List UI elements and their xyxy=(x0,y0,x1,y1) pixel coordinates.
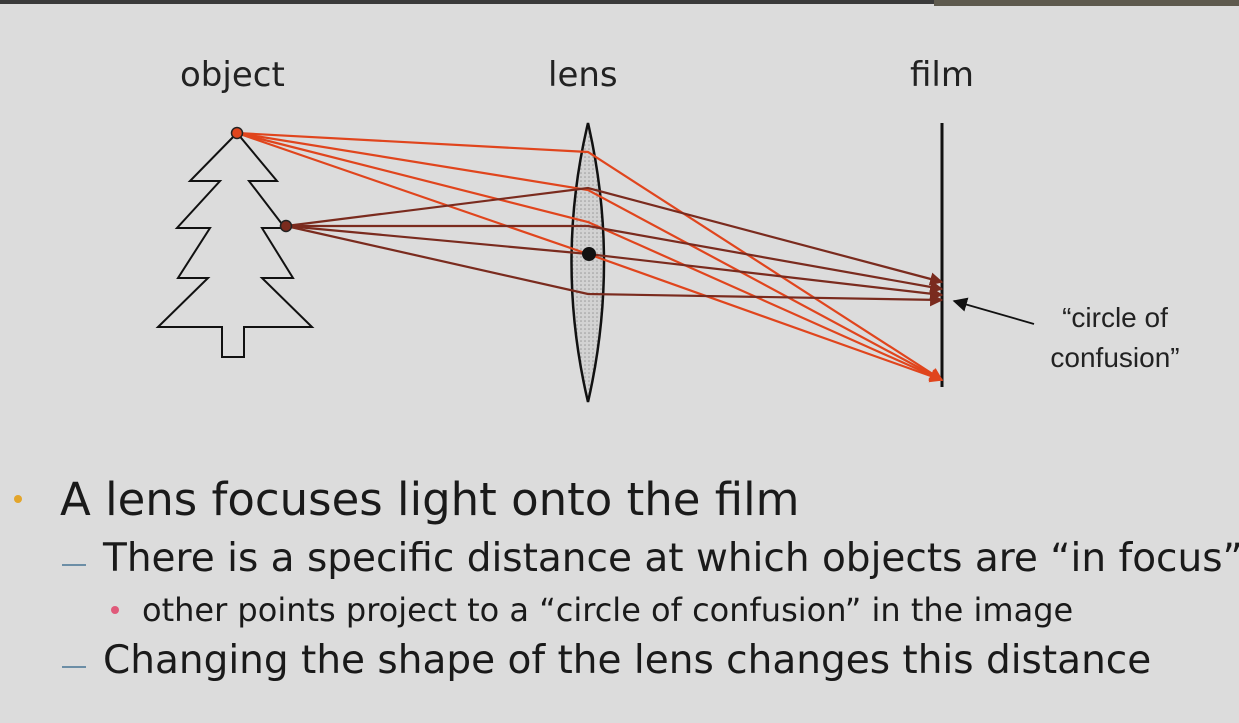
object-point-middle xyxy=(279,219,293,233)
circle-of-confusion-callout: “circle of confusion” xyxy=(1030,298,1200,378)
bullet-sub-1-point: other points project to a “circle of con… xyxy=(142,591,1074,629)
video-thumbnail-strip xyxy=(934,0,1239,6)
film-label: film xyxy=(910,55,974,95)
object-label: object xyxy=(180,55,285,95)
bullet-dot-icon xyxy=(14,495,22,503)
bullet-main: A lens focuses light onto the film xyxy=(60,473,800,526)
callout-arrow xyxy=(952,297,1035,325)
dot-bullet-icon xyxy=(111,606,119,614)
bullet-sub-1: There is a specific distance at which ob… xyxy=(103,536,1239,581)
dash-bullet-icon xyxy=(62,564,86,566)
callout-line-1: “circle of xyxy=(1062,302,1168,333)
callout-line-2: confusion” xyxy=(1050,342,1180,373)
top-border xyxy=(0,0,1239,4)
optics-figure xyxy=(155,122,1035,403)
tree-icon xyxy=(155,131,315,358)
lens-label: lens xyxy=(548,55,618,95)
lens-shape xyxy=(570,122,606,403)
dash-bullet-icon xyxy=(62,666,86,668)
object-point-top xyxy=(230,126,244,140)
lens-center xyxy=(582,247,596,261)
bullet-sub-2: Changing the shape of the lens changes t… xyxy=(103,638,1152,683)
lens-diagram: object lens film xyxy=(155,55,1200,403)
